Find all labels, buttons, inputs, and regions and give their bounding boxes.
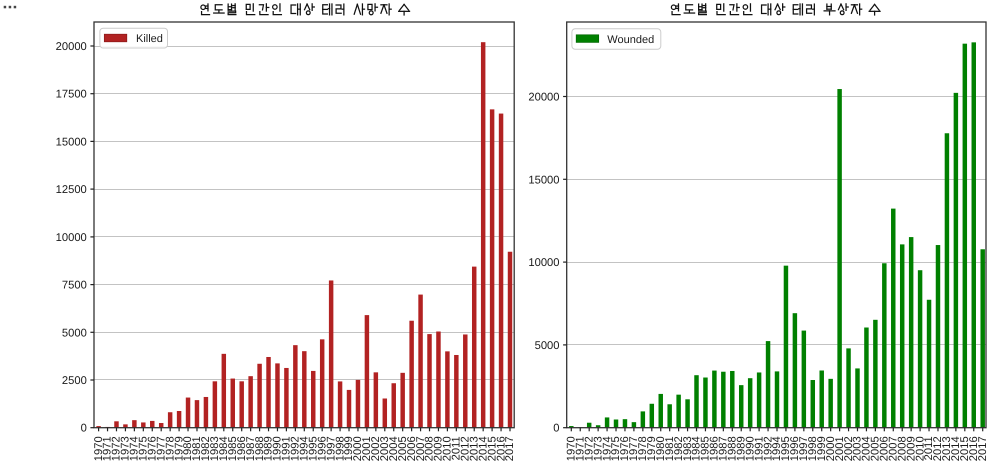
svg-text:0: 0 (81, 423, 87, 435)
svg-text:20000: 20000 (56, 41, 87, 53)
svg-text:15000: 15000 (528, 174, 559, 186)
svg-text:2017: 2017 (977, 436, 989, 461)
svg-text:5000: 5000 (535, 340, 560, 352)
svg-text:7500: 7500 (62, 280, 87, 292)
svg-text:Wounded: Wounded (607, 34, 654, 46)
svg-text:17500: 17500 (56, 89, 87, 101)
svg-text:2500: 2500 (62, 375, 87, 387)
svg-text:12500: 12500 (56, 184, 87, 196)
svg-text:20000: 20000 (528, 92, 559, 104)
svg-text:5000: 5000 (62, 327, 87, 339)
svg-text:2017: 2017 (504, 436, 516, 461)
svg-text:10000: 10000 (528, 257, 559, 269)
svg-text:Killed: Killed (136, 33, 163, 45)
svg-text:0: 0 (553, 423, 559, 435)
svg-text:15000: 15000 (56, 136, 87, 148)
svg-text:10000: 10000 (56, 232, 87, 244)
